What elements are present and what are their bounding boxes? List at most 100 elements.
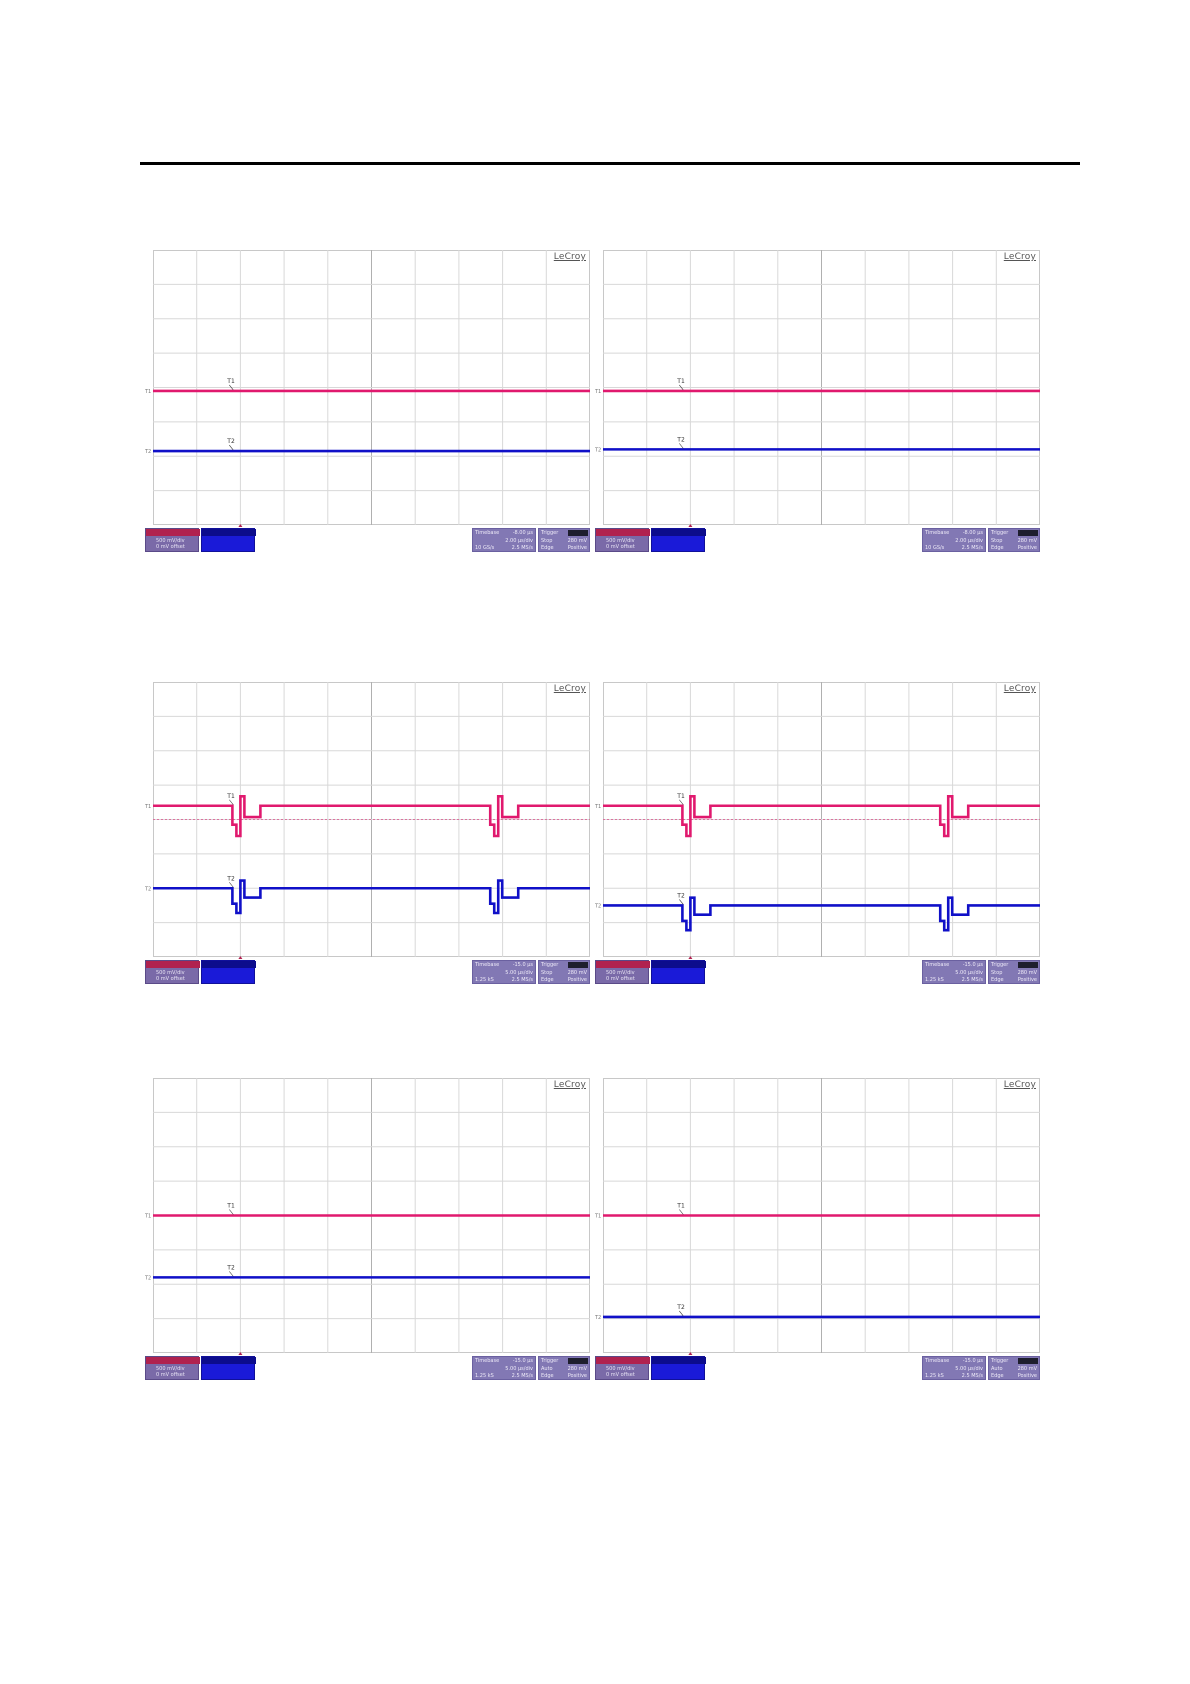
channel-ground-marker: T2	[595, 1315, 601, 1321]
channel2-header	[652, 529, 706, 536]
timebase-samples: 1.25 kS	[925, 1373, 944, 1379]
trigger-level: 280 mV	[1017, 970, 1037, 976]
trace-label-leader	[679, 899, 684, 905]
trace-label-leader	[679, 1310, 684, 1317]
trigger-time-marker	[238, 956, 243, 959]
channel-ground-marker: T1	[595, 1214, 601, 1220]
trigger-label: Trigger	[991, 1358, 1009, 1364]
scope-capture-top-right: T1 T1 T2 T2 LeCroy 500 mV/div 0 mV offset Ti…	[595, 245, 1040, 555]
trace-t1	[603, 794, 1040, 838]
timebase-delay: -15.0 µs	[962, 1358, 983, 1364]
trace-label-t1: T1	[676, 378, 685, 385]
timebase-delay: -15.0 µs	[512, 962, 533, 968]
trigger-label: Trigger	[541, 962, 559, 968]
trigger-time-marker	[688, 524, 693, 527]
timebase-label: Timebase	[475, 530, 500, 536]
timebase-delay: -15.0 µs	[512, 1358, 533, 1364]
timebase-descriptor: Timebase -15.0 µs 5.00 µs/div 1.25 kS 2.…	[472, 1356, 536, 1380]
channel2-descriptor	[651, 960, 706, 984]
trigger-channel-tag	[568, 1358, 588, 1364]
timebase-samples: 1.25 kS	[475, 977, 494, 983]
timebase-delay: -15.0 µs	[962, 962, 983, 968]
brand-logo: LeCroy	[1003, 684, 1036, 694]
timebase-per-div: 2.00 µs/div	[955, 538, 983, 544]
trigger-mode: Stop	[541, 538, 553, 544]
trace-t2	[153, 879, 590, 915]
trigger-descriptor: Trigger Stop 280 mV Edge Positive	[988, 960, 1040, 984]
info-bar: 500 mV/div 0 mV offset Timebase -15.0 µs…	[145, 1356, 590, 1380]
trigger-channel-tag	[1018, 530, 1038, 536]
trigger-level: 280 mV	[567, 970, 587, 976]
trace-label-t2: T2	[676, 436, 685, 443]
trigger-channel-tag	[568, 530, 588, 536]
trigger-level: 280 mV	[567, 1366, 587, 1372]
channel1-offset: 0 mV offset	[606, 1372, 635, 1378]
channel1-scale: 500 mV/div	[606, 970, 635, 976]
channel2-descriptor	[651, 1356, 706, 1380]
scope-capture-bottom-left: T1 T1 T2 T2 LeCroy 500 mV/div 0 mV offset Ti…	[145, 1073, 590, 1383]
timebase-samples: 10 GS/s	[925, 545, 945, 551]
timebase-per-div: 5.00 µs/div	[505, 1366, 533, 1372]
channel1-offset: 0 mV offset	[156, 976, 185, 982]
trigger-type: Edge	[991, 545, 1004, 551]
trace-t2	[603, 896, 1040, 932]
info-bar: 500 mV/div 0 mV offset Timebase -15.0 µs…	[595, 960, 1040, 984]
timebase-label: Timebase	[925, 530, 950, 536]
scope-plot: T1 T1 T2 T2	[145, 1078, 590, 1355]
channel2-descriptor	[201, 1356, 256, 1380]
channel1-header	[146, 1357, 200, 1364]
scope-plot: T1 T1 T2 T2	[595, 682, 1040, 959]
top-rule	[140, 162, 1080, 165]
timebase-rate: 2.5 MS/s	[511, 977, 533, 983]
trigger-slope: Positive	[1017, 977, 1037, 983]
trace-label-leader	[679, 443, 684, 449]
scope-capture-bottom-right: T1 T1 T2 T2 LeCroy 500 mV/div 0 mV offset Ti…	[595, 1073, 1040, 1383]
trigger-label: Trigger	[541, 1358, 559, 1364]
scope-plot: T1 T1 T2 T2	[595, 1078, 1040, 1355]
timebase-samples: 10 GS/s	[475, 545, 495, 551]
trigger-descriptor: Trigger Auto 280 mV Edge Positive	[538, 1356, 590, 1380]
trigger-label: Trigger	[541, 530, 559, 536]
channel1-offset: 0 mV offset	[156, 544, 185, 550]
trace-label-leader	[229, 444, 234, 451]
channel1-header	[596, 961, 650, 968]
timebase-rate: 2.5 MS/s	[961, 545, 983, 551]
trigger-time-marker	[238, 1352, 243, 1355]
channel1-descriptor: 500 mV/div 0 mV offset	[145, 528, 200, 552]
brand-logo: LeCroy	[1003, 1080, 1036, 1090]
trigger-type: Edge	[541, 1373, 554, 1379]
trace-label-leader	[229, 1271, 234, 1277]
timebase-descriptor: Timebase -15.0 µs 5.00 µs/div 1.25 kS 2.…	[922, 960, 986, 984]
channel-ground-marker: T1	[145, 804, 151, 810]
timebase-descriptor: Timebase -8.00 µs 2.00 µs/div 10 GS/s 2.…	[472, 528, 536, 552]
trigger-slope: Positive	[567, 545, 587, 551]
trace-label-leader	[679, 799, 684, 805]
brand-logo: LeCroy	[1003, 252, 1036, 262]
scope-plot: T1 T1 T2 T2	[145, 682, 590, 959]
trace-label-leader	[679, 384, 684, 391]
channel2-descriptor	[201, 528, 256, 552]
channel-ground-marker: T2	[145, 1275, 151, 1281]
scope-plot: T1 T1 T2 T2	[145, 250, 590, 527]
trace-label-t1: T1	[226, 793, 235, 800]
timebase-label: Timebase	[475, 962, 500, 968]
channel1-descriptor: 500 mV/div 0 mV offset	[595, 1356, 650, 1380]
timebase-per-div: 5.00 µs/div	[955, 1366, 983, 1372]
channel-ground-marker: T2	[595, 903, 601, 909]
channel2-header	[202, 529, 256, 536]
trigger-channel-tag	[1018, 1358, 1038, 1364]
trigger-descriptor: Trigger Auto 280 mV Edge Positive	[988, 1356, 1040, 1380]
channel2-header	[202, 1357, 256, 1364]
timebase-descriptor: Timebase -15.0 µs 5.00 µs/div 1.25 kS 2.…	[922, 1356, 986, 1380]
trigger-level: 280 mV	[1017, 538, 1037, 544]
trigger-channel-tag	[568, 962, 588, 968]
trigger-slope: Positive	[1017, 545, 1037, 551]
trace-label-t1: T1	[676, 793, 685, 800]
timebase-delay: -8.00 µs	[512, 530, 533, 536]
trigger-slope: Positive	[567, 977, 587, 983]
trace-t1	[153, 794, 590, 838]
channel1-scale: 500 mV/div	[606, 538, 635, 544]
channel1-scale: 500 mV/div	[156, 1366, 185, 1372]
timebase-descriptor: Timebase -8.00 µs 2.00 µs/div 10 GS/s 2.…	[922, 528, 986, 552]
channel1-offset: 0 mV offset	[156, 1372, 185, 1378]
